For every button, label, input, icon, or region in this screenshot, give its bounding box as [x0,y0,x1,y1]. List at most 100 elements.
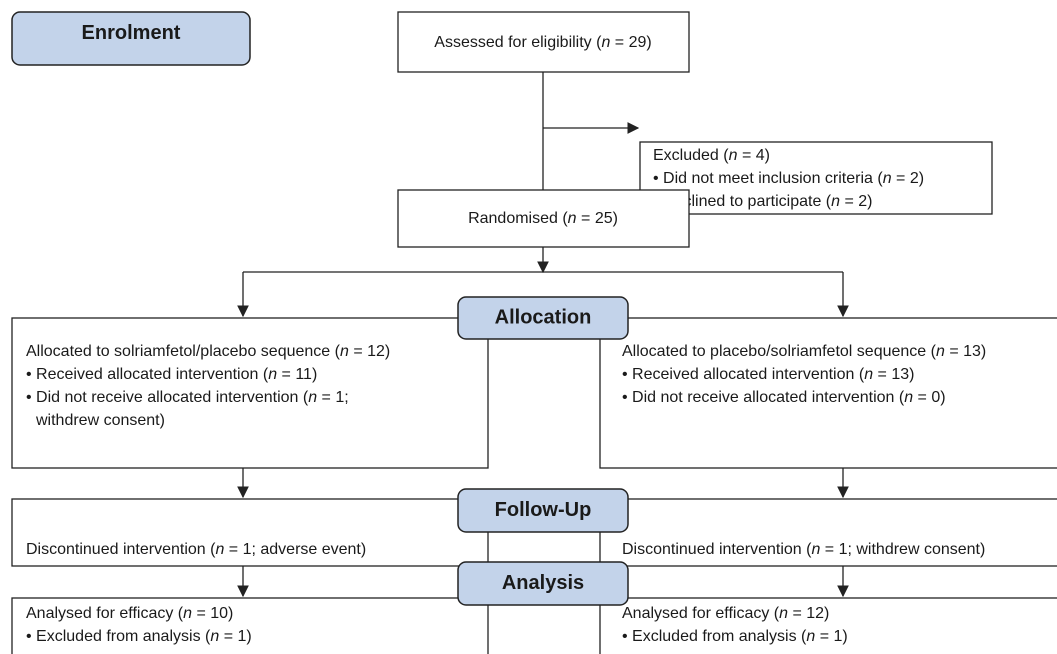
box [639,141,993,215]
text-part: = 1) [815,628,847,645]
stage-box [457,561,629,606]
box-line: Discontinued intervention (n = 1; advers… [26,541,366,558]
box-line: Analysed for efficacy (n = 12) [622,605,829,622]
text-part: = 12) [788,605,829,622]
stage-label: Follow-Up [495,499,592,521]
stage-label: Allocation [495,306,592,328]
box-line: • Did not receive allocated intervention… [622,389,946,406]
box [397,11,690,73]
italic-n: n [779,605,788,622]
box-line: • Did not meet inclusion criteria (n = 2… [653,170,924,187]
text-part: withdrew consent) [35,412,165,429]
text-part: = 13) [945,343,986,360]
box-line: Allocated to placebo/solriamfetol sequen… [622,343,986,360]
text-part: = 25) [577,210,618,227]
box [11,597,489,654]
box-line: • Excluded from analysis (n = 1) [26,628,252,645]
box-group: Allocated to placebo/solriamfetol sequen… [599,317,1057,469]
text-part: Allocated to placebo/solriamfetol sequen… [622,343,937,360]
italic-n: n [729,147,738,164]
text-part: = 4) [738,147,770,164]
italic-n: n [883,170,892,187]
italic-n: n [308,389,317,406]
text-part: = 1; adverse event) [224,541,366,558]
stage-group: Analysis [457,561,629,606]
box [599,597,1057,654]
box-line: • Did not receive allocated intervention… [26,389,349,406]
italic-n: n [601,34,610,51]
box-group: Analysed for efficacy (n = 12)• Excluded… [599,597,1057,654]
text-part: = 1; [317,389,349,406]
stage-group: Allocation [457,296,629,340]
stage-box [457,296,629,340]
box-group: Assessed for eligibility (n = 29) [397,11,690,73]
italic-n: n [340,343,349,360]
box [599,317,1057,469]
italic-n: n [806,628,815,645]
italic-n: n [215,541,224,558]
text-part: = 13) [873,366,914,383]
italic-n: n [811,541,820,558]
text-part: = 0) [913,389,945,406]
box-line: • Received allocated intervention (n = 1… [622,366,914,383]
text-part: • Received allocated intervention ( [26,366,269,383]
box-line: withdrew consent) [35,412,165,429]
text-part: Randomised ( [468,210,568,227]
stage-box [11,11,251,66]
box-line: • Received allocated intervention (n = 1… [26,366,317,383]
text-part: Discontinued intervention ( [622,541,812,558]
text-part: • Declined to participate ( [653,193,832,210]
box [599,498,1057,567]
text-part: = 2) [840,193,872,210]
box-line: Allocated to solriamfetol/placebo sequen… [26,343,390,360]
text-part: Analysed for efficacy ( [26,605,184,622]
italic-n: n [268,366,277,383]
box-line: Randomised (n = 25) [468,210,618,227]
text-part: • Received allocated intervention ( [622,366,865,383]
text-part: Analysed for efficacy ( [622,605,780,622]
text-part: = 10) [192,605,233,622]
italic-n: n [183,605,192,622]
stage-label: Enrolment [82,22,181,44]
italic-n: n [864,366,873,383]
italic-n: n [831,193,840,210]
box-group: Discontinued intervention (n = 1; withdr… [599,498,1057,567]
text-part: • Excluded from analysis ( [26,628,211,645]
text-part: = 11) [277,366,317,383]
boxes: Assessed for eligibility (n = 29)Exclude… [11,11,1057,654]
box-group: Analysed for efficacy (n = 10)• Excluded… [11,597,489,654]
italic-n: n [210,628,219,645]
text-part: • Did not receive allocated intervention… [26,389,309,406]
text-part: • Did not receive allocated intervention… [622,389,905,406]
text-part: Discontinued intervention ( [26,541,216,558]
box-group: Discontinued intervention (n = 1; advers… [11,498,489,567]
text-part: = 29) [610,34,651,51]
text-part: • Did not meet inclusion criteria ( [653,170,883,187]
box-group: Allocated to solriamfetol/placebo sequen… [11,317,489,469]
stage-group: Enrolment [11,11,251,66]
italic-n: n [936,343,945,360]
italic-n: n [568,210,577,227]
box [397,189,690,248]
text-part: = 1; withdrew consent) [820,541,985,558]
stage-label: Analysis [502,572,584,594]
text-part: = 1) [219,628,251,645]
italic-n: n [904,389,913,406]
stage-box [457,488,629,533]
stage-group: Follow-Up [457,488,629,533]
box [11,317,489,469]
box-line: • Declined to participate (n = 2) [653,193,873,210]
text-part: Excluded ( [653,147,729,164]
text-part: Assessed for eligibility ( [434,34,602,51]
box-line: Analysed for efficacy (n = 10) [26,605,233,622]
stage-labels: Enrolment Allocation Follow-Up Analysis [11,11,629,606]
box-line: Excluded (n = 4) [653,147,770,164]
text-part: • Excluded from analysis ( [622,628,807,645]
text-part: = 12) [349,343,390,360]
text-part: = 2) [892,170,924,187]
box-line: • Excluded from analysis (n = 1) [622,628,848,645]
box-line: Assessed for eligibility (n = 29) [434,34,651,51]
box-group: Randomised (n = 25) [397,189,690,248]
